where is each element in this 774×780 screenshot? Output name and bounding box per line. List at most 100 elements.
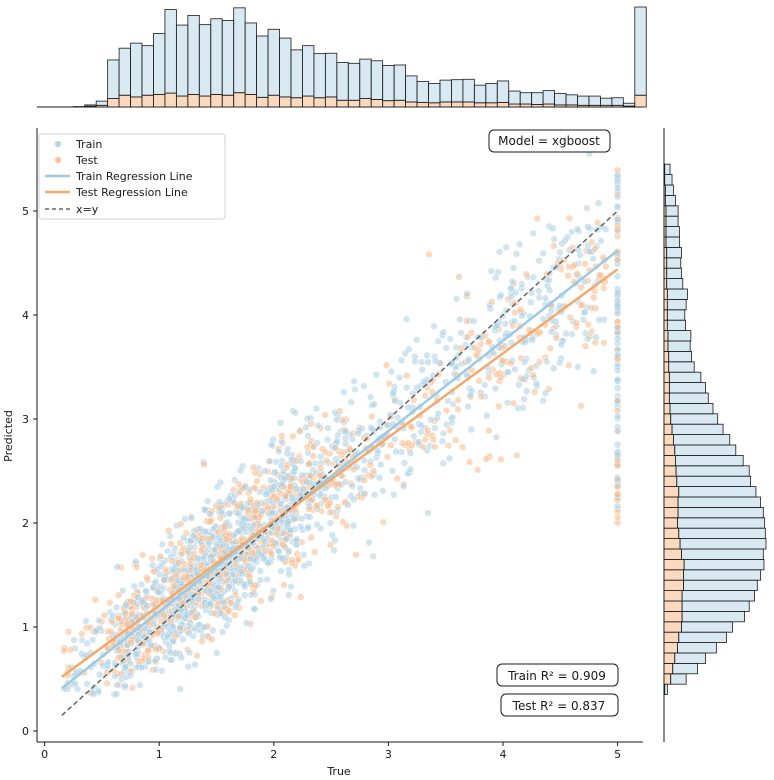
- train-point: [70, 636, 78, 644]
- top-hist-train-bar: [462, 78, 475, 103]
- train-point: [222, 569, 231, 578]
- train-point: [256, 567, 265, 575]
- top-hist-test-bar: [336, 99, 349, 108]
- test-point: [455, 273, 463, 281]
- top-hist-train-bar: [531, 92, 544, 105]
- test-point: [352, 551, 360, 559]
- test-point: [91, 596, 99, 604]
- train-point: [520, 358, 529, 366]
- train-point: [573, 225, 582, 233]
- train-point: [557, 340, 565, 349]
- right-hist-train-bar: [681, 621, 733, 633]
- test-point: [382, 361, 391, 369]
- legend-test-label: Test: [75, 154, 98, 167]
- test-point: [425, 250, 433, 259]
- train-point: [613, 335, 622, 343]
- train-point: [430, 322, 438, 330]
- test-point: [613, 166, 622, 174]
- top-hist-test-bar: [451, 101, 464, 108]
- test-point: [613, 513, 622, 522]
- train-point: [492, 433, 500, 441]
- train-point: [151, 656, 159, 665]
- train-point: [278, 555, 287, 563]
- legend-diagonal-label: x=y: [76, 203, 99, 216]
- right-hist-train-bar: [672, 663, 698, 675]
- test-point: [288, 474, 296, 483]
- right-hist-train-bar: [666, 309, 686, 321]
- train-point: [502, 306, 510, 315]
- top-hist-test-bar: [462, 101, 475, 108]
- top-hist-test-bar: [359, 98, 372, 108]
- test-point: [60, 647, 68, 655]
- train-point: [285, 570, 293, 579]
- test-point: [207, 517, 215, 525]
- top-hist-train-bar: [233, 7, 246, 94]
- train-point: [515, 240, 524, 249]
- right-hist-train-bar: [681, 590, 755, 602]
- test-point: [452, 436, 460, 444]
- train-point: [326, 519, 335, 527]
- test-point: [485, 427, 493, 435]
- top-hist-train-bar: [428, 83, 441, 104]
- train-point: [405, 345, 413, 353]
- top-hist-test-bar: [634, 94, 647, 108]
- top-hist-train-bar: [451, 79, 464, 103]
- right-hist-train-bar: [665, 215, 679, 227]
- train-point: [284, 518, 292, 526]
- test-point: [312, 502, 321, 510]
- train-point: [457, 329, 465, 337]
- top-hist-test-bar: [405, 101, 418, 108]
- top-hist-test-bar: [302, 95, 315, 108]
- train-point: [562, 330, 570, 338]
- test-point: [596, 271, 604, 279]
- train-point: [146, 628, 154, 636]
- test-point: [305, 460, 313, 468]
- train-point: [324, 424, 332, 432]
- test-point: [421, 392, 429, 400]
- train-point: [270, 483, 278, 491]
- train-point: [495, 248, 504, 256]
- train-point: [186, 543, 194, 551]
- test-point: [197, 547, 206, 555]
- train-r2-label: Train R² = 0.909: [507, 669, 606, 683]
- test-point: [251, 513, 260, 521]
- test-point: [429, 436, 437, 444]
- train-point: [424, 358, 432, 366]
- test-point: [108, 618, 116, 626]
- train-point: [613, 184, 622, 192]
- train-point: [556, 359, 564, 367]
- top-hist-train-bar: [141, 45, 154, 96]
- test-point: [602, 263, 610, 271]
- right-hist-train-bar: [683, 569, 762, 581]
- test-point: [485, 374, 493, 382]
- y-tick-label: 0: [22, 725, 29, 738]
- test-point: [149, 600, 157, 609]
- train-point: [169, 622, 177, 631]
- right-hist-train-bar: [670, 673, 687, 685]
- top-hist-train-bar: [370, 60, 384, 100]
- train-point: [275, 447, 283, 456]
- train-point: [190, 532, 198, 540]
- train-point: [187, 514, 196, 522]
- test-point: [522, 270, 531, 278]
- right-hist-train-bar: [668, 361, 695, 373]
- test-point: [103, 679, 111, 687]
- train-point: [613, 202, 622, 211]
- right-hist-test-bar: [663, 413, 672, 425]
- test-point: [444, 442, 452, 450]
- top-hist-train-bar: [221, 20, 235, 96]
- top-hist-test-bar: [187, 93, 200, 108]
- train-point: [561, 236, 569, 245]
- train-point: [122, 601, 130, 609]
- top-hist-train-bar: [95, 100, 109, 106]
- train-point: [415, 438, 423, 446]
- test-point: [78, 630, 86, 638]
- train-point: [360, 382, 368, 390]
- right-hist-train-bar: [678, 486, 757, 498]
- train-point: [133, 650, 141, 658]
- train-point: [196, 524, 204, 533]
- right-hist-test-bar: [663, 454, 676, 467]
- train-point: [132, 557, 140, 566]
- train-point: [269, 435, 277, 443]
